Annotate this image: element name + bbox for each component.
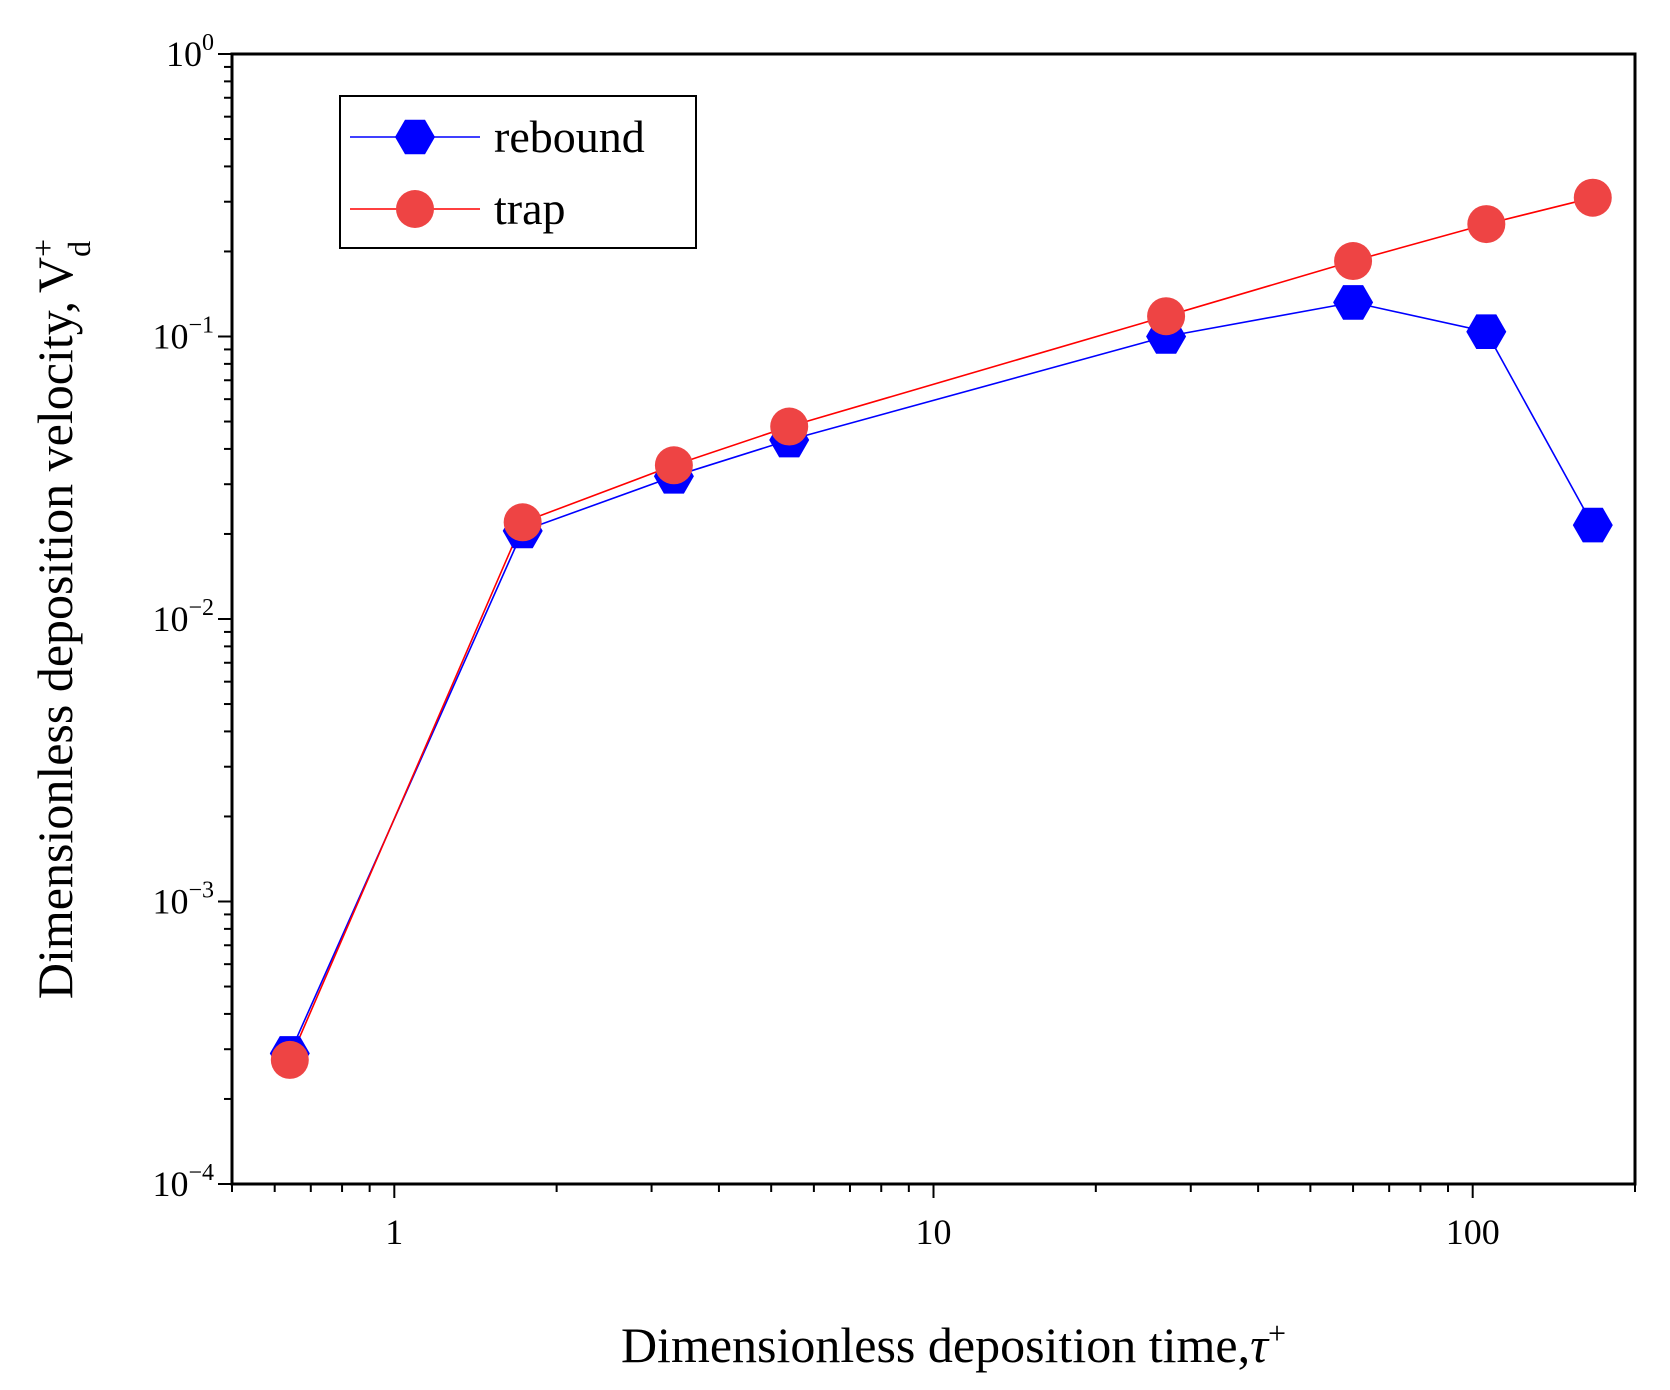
x-axis-title: Dimensionless deposition time,τ+ <box>621 1315 1286 1373</box>
trap-point <box>1467 205 1506 244</box>
y-axis-title-symbol: V <box>27 257 83 293</box>
y-axis-title-text: Dimensionless deposition velocity, <box>27 301 83 999</box>
plot-frame <box>230 52 1637 1186</box>
rebound-line <box>289 301 1594 1054</box>
legend-marker-trap <box>396 190 434 228</box>
trap-line <box>289 196 1593 1061</box>
x-axis-title-sup: + <box>1268 1315 1286 1351</box>
x-axis-title-text: Dimensionless deposition time, <box>621 1317 1250 1373</box>
y-tick-label: 100 <box>166 30 214 74</box>
trap-point <box>770 407 809 446</box>
trap-point <box>503 503 542 542</box>
legend-item-rebound: rebound <box>350 111 645 162</box>
rebound-point <box>1333 285 1374 320</box>
y-tick-label: 10−2 <box>152 595 214 639</box>
y-axis-title-sup: + <box>25 239 61 257</box>
y-tick-label: 10−4 <box>152 1160 214 1204</box>
x-axis-title-symbol: τ <box>1250 1317 1270 1373</box>
legend-label-rebound: rebound <box>494 111 645 162</box>
legend: rebound trap <box>339 95 697 249</box>
trap-point <box>1147 297 1186 336</box>
tick-labels-group: 1 10 100 10−4 10−3 10−2 10−1 100 <box>152 30 1499 1252</box>
trap-point <box>654 446 693 485</box>
y-tick-label: 10−3 <box>152 878 214 922</box>
rebound-point <box>1572 507 1613 543</box>
legend-label-trap: trap <box>494 183 566 234</box>
x-tick-label: 100 <box>1446 1212 1500 1252</box>
x-tick-label: 10 <box>916 1212 952 1252</box>
trap-point <box>270 1040 309 1079</box>
x-tick-label: 1 <box>385 1212 403 1252</box>
y-axis-title: Dimensionless deposition velocity, V+d <box>25 239 97 999</box>
trap-point <box>1334 242 1373 281</box>
series-group <box>269 178 1613 1079</box>
y-tick-label: 10−1 <box>152 313 214 357</box>
y-axis-title-sub: d <box>61 241 97 257</box>
legend-item-trap: trap <box>350 183 566 234</box>
rebound-point <box>1466 314 1507 349</box>
legend-marker-rebound <box>395 119 435 155</box>
trap-point <box>1573 178 1612 217</box>
legend-box <box>339 95 697 249</box>
